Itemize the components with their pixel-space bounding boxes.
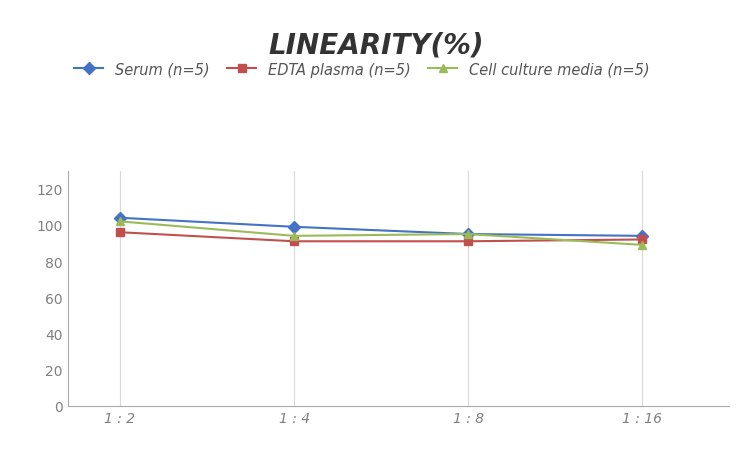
- Serum (n=5): [464, 232, 473, 237]
- EDTA plasma (n=5): [464, 239, 473, 244]
- Line: Cell culture media (n=5): Cell culture media (n=5): [116, 218, 647, 249]
- Cell culture media (n=5): [638, 243, 647, 248]
- Cell culture media (n=5): [115, 219, 124, 225]
- Serum (n=5): [115, 216, 124, 221]
- Cell culture media (n=5): [464, 232, 473, 237]
- EDTA plasma (n=5): [290, 239, 299, 244]
- Serum (n=5): [290, 225, 299, 230]
- EDTA plasma (n=5): [115, 230, 124, 235]
- Text: LINEARITY(%): LINEARITY(%): [268, 32, 484, 60]
- Legend: Serum (n=5), EDTA plasma (n=5), Cell culture media (n=5): Serum (n=5), EDTA plasma (n=5), Cell cul…: [68, 57, 656, 83]
- Line: Serum (n=5): Serum (n=5): [116, 214, 647, 240]
- Line: EDTA plasma (n=5): EDTA plasma (n=5): [116, 229, 647, 246]
- Cell culture media (n=5): [290, 234, 299, 239]
- Serum (n=5): [638, 234, 647, 239]
- EDTA plasma (n=5): [638, 237, 647, 243]
